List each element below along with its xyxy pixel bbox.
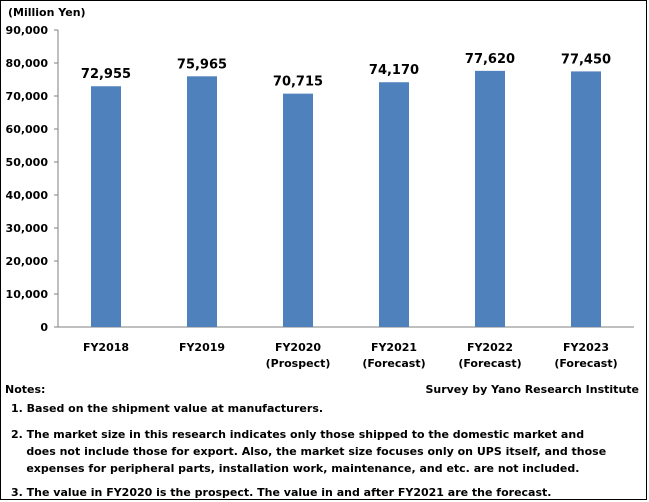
data-label: 77,620 [465, 52, 515, 67]
x-tick-label: FY2018 [83, 341, 129, 354]
data-label: 77,450 [561, 52, 611, 67]
note-2-line-1: 2. The market size in this research indi… [11, 428, 585, 441]
data-label: 74,170 [369, 63, 419, 78]
bar [283, 93, 313, 327]
x-tick-label: (Forecast) [458, 357, 521, 370]
note-2-line-2: does not include those for export. Also,… [11, 445, 607, 458]
data-label: 72,955 [81, 67, 131, 82]
bar [571, 71, 601, 327]
bar [475, 70, 505, 327]
bar [91, 86, 121, 327]
x-tick-label: (Prospect) [266, 357, 331, 370]
x-tick-label: FY2021 [371, 341, 417, 354]
x-tick-label: (Forecast) [554, 357, 617, 370]
y-tick-label: 10,000 [6, 288, 49, 301]
x-tick-label: (Forecast) [362, 357, 425, 370]
unit-label: (Million Yen) [8, 6, 86, 19]
data-label: 70,715 [273, 75, 323, 90]
note-2-line-3: expenses for peripheral parts, installat… [11, 462, 580, 475]
data-label: 75,965 [177, 57, 227, 72]
x-tick-label: FY2023 [563, 341, 609, 354]
note-1: 1. Based on the shipment value at manufa… [11, 400, 611, 417]
note-1-line-1: 1. Based on the shipment value at manufa… [11, 402, 324, 415]
bar [379, 82, 409, 327]
y-tick-label: 50,000 [6, 156, 49, 169]
y-tick-label: 0 [40, 321, 48, 334]
y-tick-label: 40,000 [6, 189, 49, 202]
source-credit: Survey by Yano Research Institute [425, 383, 639, 396]
x-tick-label: FY2020 [275, 341, 321, 354]
y-tick-label: 80,000 [6, 57, 49, 70]
bar [187, 76, 217, 328]
y-tick-label: 90,000 [6, 24, 49, 37]
notes-heading: Notes: [5, 383, 46, 396]
bar-chart: 0 10,000 20,000 30,000 40,000 50,000 60,000 70,… [6, 24, 634, 370]
note-3: 3. The value in FY2020 is the prospect. … [11, 484, 611, 501]
x-tick-label: FY2022 [467, 341, 513, 354]
y-tick-label: 30,000 [6, 222, 49, 235]
y-tick-label: 60,000 [6, 123, 49, 136]
x-tick-label: FY2019 [179, 341, 225, 354]
y-tick-label: 20,000 [6, 255, 49, 268]
note-3-line-1: 3. The value in FY2020 is the prospect. … [11, 486, 552, 499]
note-2: 2. The market size in this research indi… [11, 426, 611, 477]
y-tick-label: 70,000 [6, 90, 49, 103]
